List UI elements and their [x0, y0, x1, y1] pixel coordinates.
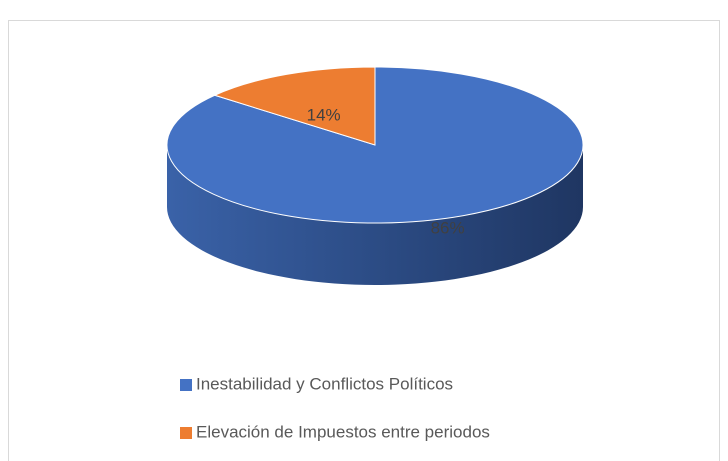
legend-swatch [180, 427, 192, 439]
slice [213, 66, 376, 146]
legend-label: Elevación de Impuestos entre periodos [196, 422, 490, 441]
slice-side [167, 145, 583, 285]
slice [166, 66, 584, 224]
data-label: 14% [307, 106, 341, 125]
data-label: 86% [431, 218, 465, 237]
legend-swatch [180, 379, 192, 391]
legend-label: Inestabilidad y Conflictos Políticos [196, 374, 453, 393]
